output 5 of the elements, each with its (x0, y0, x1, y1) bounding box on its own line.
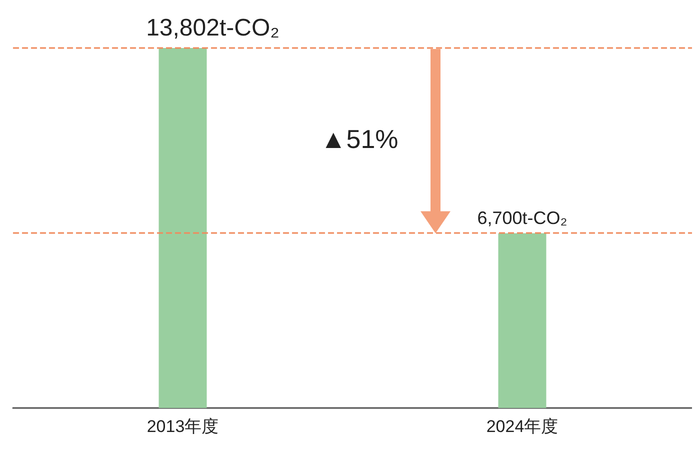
x-tick-label: 2024年度 (486, 417, 558, 436)
x-tick-label: 2013年度 (146, 417, 219, 436)
annotation: ▲51% (320, 124, 398, 154)
data-label: 6,700t-CO₂ (477, 208, 568, 228)
data-label: 13,802t-CO₂ (146, 14, 280, 42)
